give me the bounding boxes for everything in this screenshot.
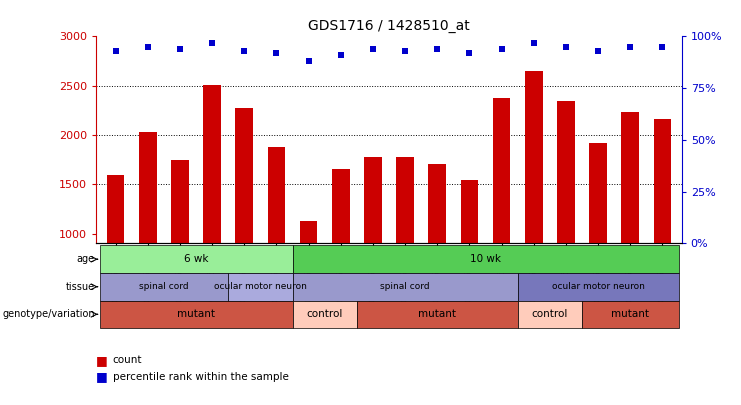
Bar [203,85,221,332]
Point [367,46,379,52]
Text: percentile rank within the sample: percentile rank within the sample [113,372,288,382]
Text: mutant: mutant [611,309,649,319]
Point [496,46,508,52]
Bar [557,100,575,332]
Bar [622,112,639,332]
Text: 6 wk: 6 wk [184,254,208,264]
Bar [268,147,285,332]
Text: ocular motor neuron: ocular motor neuron [551,282,645,291]
Bar [99,301,293,328]
Bar [99,273,228,301]
Point [431,46,443,52]
Bar [228,273,293,301]
Text: spinal cord: spinal cord [380,282,430,291]
Title: GDS1716 / 1428510_at: GDS1716 / 1428510_at [308,19,470,33]
Point [657,44,668,50]
Bar [518,301,582,328]
Point [528,39,539,46]
Bar [236,109,253,332]
Bar [525,71,542,332]
Bar [364,157,382,332]
Text: tissue: tissue [66,282,95,292]
Bar [589,143,607,332]
Bar [293,301,357,328]
Bar [332,168,350,332]
Text: age: age [76,254,95,264]
Point [592,48,604,54]
Bar [357,301,518,328]
Text: genotype/variation: genotype/variation [2,309,95,319]
Text: 10 wk: 10 wk [470,254,501,264]
Bar [171,160,189,332]
Point [270,50,282,56]
Text: mutant: mutant [177,309,215,319]
Bar [293,273,518,301]
Point [142,44,153,50]
Text: count: count [113,356,142,365]
Point [302,58,314,64]
Point [174,46,186,52]
Bar [428,164,446,332]
Text: ocular motor neuron: ocular motor neuron [214,282,307,291]
Bar [582,301,679,328]
Point [110,48,122,54]
Bar [293,245,679,273]
Point [335,52,347,58]
Text: ■: ■ [96,370,108,383]
Bar [300,221,317,332]
Point [239,48,250,54]
Text: mutant: mutant [418,309,456,319]
Text: ■: ■ [96,354,108,367]
Text: control: control [531,309,568,319]
Point [560,44,572,50]
Bar [99,245,293,273]
Text: control: control [307,309,343,319]
Bar [139,132,156,332]
Point [625,44,637,50]
Point [464,50,476,56]
Bar [518,273,679,301]
Point [206,39,218,46]
Bar [461,180,478,332]
Bar [396,157,414,332]
Bar [654,119,671,332]
Bar [107,175,124,332]
Bar [493,98,511,332]
Point [399,48,411,54]
Text: spinal cord: spinal cord [139,282,189,291]
